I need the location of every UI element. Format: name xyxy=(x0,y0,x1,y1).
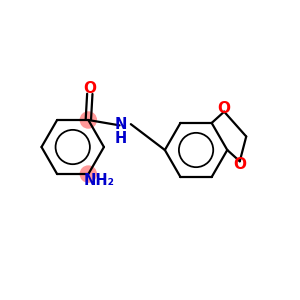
Text: N
H: N H xyxy=(115,118,127,146)
Text: O: O xyxy=(218,100,231,116)
Circle shape xyxy=(80,166,96,182)
Circle shape xyxy=(80,112,96,128)
Text: O: O xyxy=(83,81,96,96)
Text: O: O xyxy=(233,158,246,172)
Text: NH₂: NH₂ xyxy=(83,173,114,188)
